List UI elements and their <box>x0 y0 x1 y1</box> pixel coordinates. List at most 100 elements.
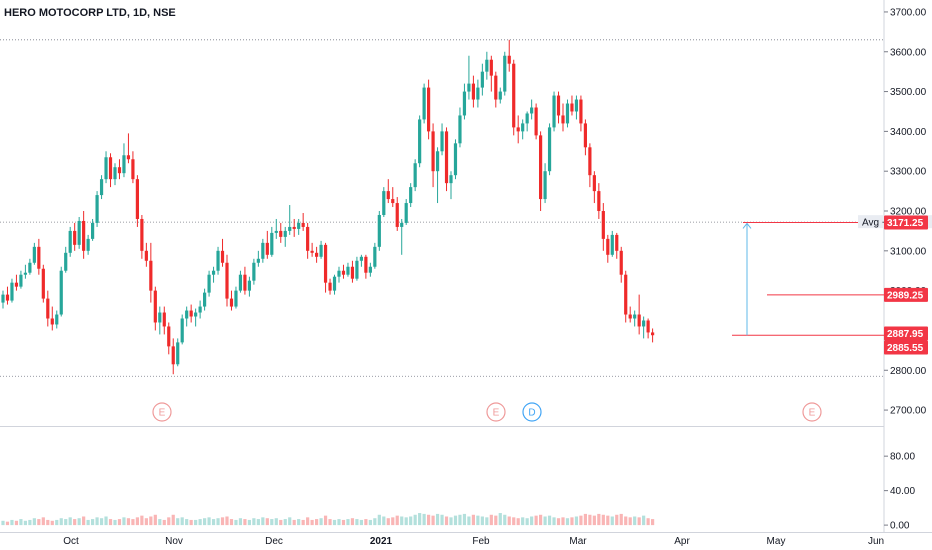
candle-body <box>238 274 243 291</box>
chart-title: HERO MOTOCORP LTD, 1D, NSE <box>4 7 176 19</box>
volume-bar <box>507 516 511 526</box>
candle-body <box>50 318 54 325</box>
candle-body <box>355 260 359 279</box>
event-marker <box>152 402 172 422</box>
candle-body <box>597 191 601 212</box>
volume-bar <box>418 513 422 526</box>
candle-body <box>395 203 399 227</box>
volume-bar <box>409 516 413 526</box>
volume-bar <box>512 517 516 526</box>
volume-bar <box>225 516 229 526</box>
candle-body <box>270 232 274 255</box>
volume-bar <box>50 520 54 526</box>
candle-body <box>99 179 104 196</box>
candle-body <box>158 312 162 323</box>
time-axis: Oct Nov Dec 2021 Feb Mar Apr May Jun <box>63 536 884 547</box>
candle-body <box>601 211 605 239</box>
volume-bar <box>323 515 328 526</box>
volume-bar <box>126 518 131 526</box>
candle-body <box>198 306 202 313</box>
event-marker-label: E <box>493 408 500 419</box>
volume-bar <box>467 516 471 526</box>
candle-body <box>171 346 175 365</box>
volume-bar <box>176 518 180 526</box>
candle-body <box>592 175 596 192</box>
volume-bar <box>615 514 619 526</box>
volume-bar <box>435 513 440 526</box>
volume-bar <box>422 513 426 526</box>
volume-bar <box>315 519 319 526</box>
candle-body <box>37 246 41 269</box>
candle-body <box>14 282 19 287</box>
candle-body <box>494 75 498 100</box>
candle-body <box>373 246 377 267</box>
candle-body <box>194 312 198 317</box>
candle-body <box>203 292 207 307</box>
candle-body <box>180 318 184 343</box>
candle-body <box>579 99 583 124</box>
candle-body <box>624 274 628 315</box>
candle-body <box>413 163 417 188</box>
volume-bar <box>539 514 543 526</box>
volume-bar <box>306 517 310 526</box>
volume-bar <box>117 519 122 526</box>
price-tag-label: 2989.25 <box>887 290 924 301</box>
volume-bar <box>503 514 507 526</box>
price-tick-label: 2700.00 <box>890 406 927 417</box>
candle-body <box>234 290 238 307</box>
price-tick-label: 3100.00 <box>890 246 927 257</box>
volume-bar <box>525 518 529 526</box>
price-tag-label: 2885.55 <box>887 343 924 354</box>
candle-body <box>265 242 269 255</box>
candle-body <box>28 262 32 273</box>
candle-body <box>489 59 493 76</box>
volume-bar <box>91 519 95 526</box>
candle-body <box>547 127 552 172</box>
volume-bar <box>610 516 614 526</box>
volume-bar <box>444 516 449 526</box>
price-tag-box <box>884 215 928 230</box>
candle-body <box>185 310 189 319</box>
candle-body <box>149 260 153 291</box>
candle-body <box>467 83 471 92</box>
volume-bar <box>556 518 561 526</box>
candle-body <box>225 262 229 299</box>
volume-bar <box>552 517 556 526</box>
volume-tick-label: 0.00 <box>890 521 910 532</box>
candle-body <box>261 242 265 259</box>
volume-bar <box>288 517 292 526</box>
candle-body <box>530 107 534 114</box>
candle-body <box>122 155 126 174</box>
volume-bar <box>158 519 162 526</box>
volume-bar <box>256 519 260 526</box>
event-marker <box>486 402 506 422</box>
volume-bar <box>382 516 386 526</box>
volume-bar <box>453 515 458 526</box>
candle-body <box>458 115 462 144</box>
candle-body <box>480 71 484 88</box>
candle-body <box>427 87 431 132</box>
candle-body <box>619 250 623 275</box>
candle-body <box>516 127 520 132</box>
candle-body <box>346 266 350 275</box>
volume-bar <box>377 514 381 526</box>
volume-bar <box>471 514 475 526</box>
volume-bar <box>59 518 63 526</box>
price-tags: Avg − 3172.003171.252989.252887.952885.5… <box>858 215 932 355</box>
candle-body <box>377 214 381 247</box>
volume-bar <box>440 514 444 526</box>
candle-body <box>283 230 287 237</box>
candle-body <box>462 91 467 116</box>
candle-body <box>211 270 216 275</box>
volume-bar <box>561 517 565 526</box>
candle-body <box>431 131 435 172</box>
candle-body <box>113 167 117 180</box>
candle-body <box>364 256 368 273</box>
candle-body <box>19 274 23 287</box>
candle-body <box>306 226 310 251</box>
volume-bar <box>431 515 435 526</box>
volume-bar <box>180 517 184 526</box>
volume-bar <box>570 517 574 526</box>
event-marker <box>802 402 822 422</box>
